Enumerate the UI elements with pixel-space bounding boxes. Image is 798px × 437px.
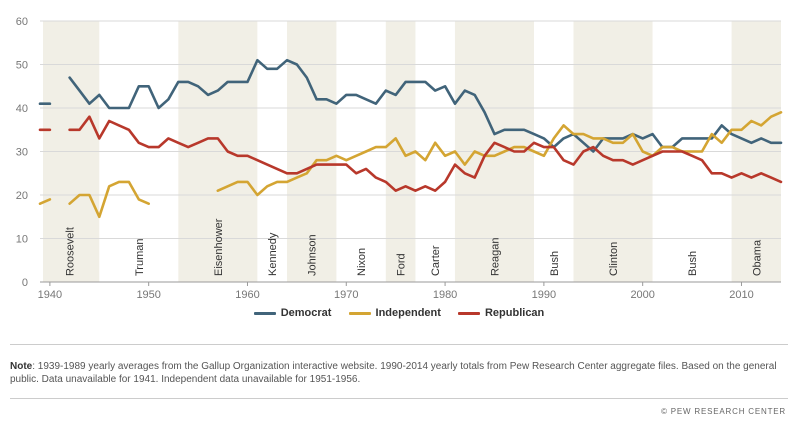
y-tick-label: 50 [16,60,28,72]
legend-swatch-republican [457,311,480,315]
series-lines [38,58,783,219]
note-divider-top [10,344,788,345]
legend-label-independent: Independent [375,307,441,319]
president-label: Bush [549,251,561,276]
president-label: Bush [687,251,699,276]
president-label: Clinton [608,242,620,276]
y-tick-label: 10 [16,234,28,246]
president-label: Johnson [307,234,319,276]
y-tick-label: 60 [16,16,28,28]
note-divider-bottom [10,398,788,399]
president-label: Truman [134,239,146,277]
y-tick-label: 30 [16,147,28,159]
president-label: Obama [751,239,763,276]
legend-label-republican: Republican [484,307,545,319]
x-tick-label: 1950 [136,289,160,300]
note-label: Note [10,361,33,372]
party-identification-chart: 0 10 20 30 40 50 60 1940 1950 1960 1970 1980 1990 20… [16,16,783,300]
series-line-republican [38,115,783,192]
x-tick-label: 1990 [532,289,556,300]
x-tick-label: 1980 [433,289,457,300]
legend-swatch-independent [348,311,371,315]
president-labels: Roosevelt Truman Eisenhower Kennedy Johnson N… [65,218,764,276]
note-text: : 1939-1989 yearly averages from the Gal… [10,361,777,385]
x-tick-label: 2000 [630,289,654,300]
legend-item-republican: Republican [457,307,545,319]
x-tick-label: 1960 [235,289,259,300]
source-credit: © PEW RESEARCH CENTER [661,407,786,416]
y-tick-label: 20 [16,190,28,202]
y-axis-ticks: 0 10 20 30 40 50 60 [16,16,28,289]
x-tick-label: 1970 [334,289,358,300]
y-tick-label: 40 [16,103,28,115]
legend-item-democrat: Democrat [253,307,332,319]
president-label: Reagan [489,237,501,276]
x-axis-ticks: 1940 1950 1960 1970 1980 1990 2000 2010 [38,289,754,300]
chart-legend: Democrat Independent Republican [0,307,798,319]
president-label: Nixon [356,248,368,276]
legend-item-independent: Independent [348,307,441,319]
president-label: Eisenhower [213,218,225,276]
legend-swatch-democrat [253,311,276,315]
x-tick-label: 1940 [38,289,62,300]
y-tick-label: 0 [22,277,28,289]
chart-note: Note: 1939-1989 yearly averages from the… [10,360,782,386]
president-label: Carter [430,245,442,276]
legend-label-democrat: Democrat [280,307,332,319]
president-label: Kennedy [267,232,279,276]
president-label: Ford [396,253,408,276]
x-tick-label: 2010 [729,289,753,300]
president-label: Roosevelt [65,227,77,276]
